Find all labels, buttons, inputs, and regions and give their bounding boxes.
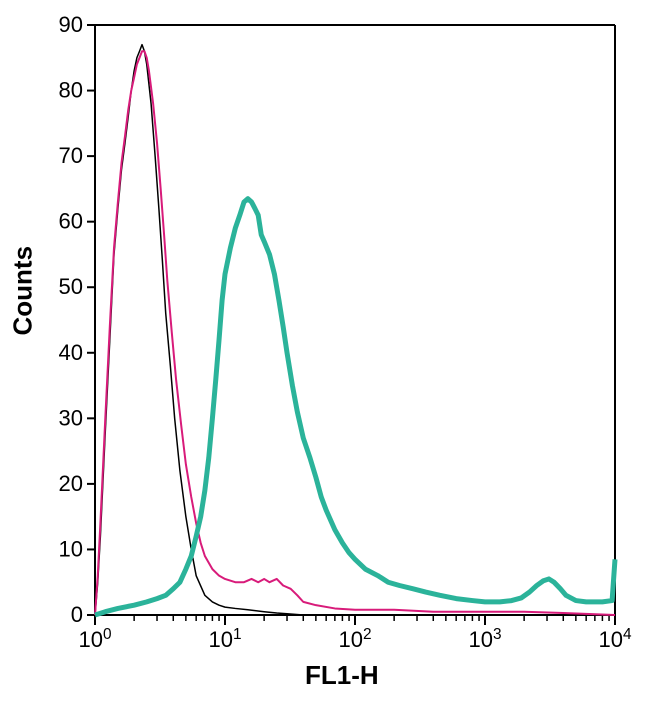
svg-text:60: 60 xyxy=(59,209,83,234)
svg-text:102: 102 xyxy=(338,626,371,653)
series-isotype-magenta xyxy=(95,51,615,615)
svg-text:30: 30 xyxy=(59,405,83,430)
svg-text:104: 104 xyxy=(598,626,631,653)
svg-text:70: 70 xyxy=(59,143,83,168)
svg-text:0: 0 xyxy=(71,602,83,627)
svg-text:20: 20 xyxy=(59,471,83,496)
y-axis-label: Counts xyxy=(8,306,39,336)
svg-text:50: 50 xyxy=(59,274,83,299)
svg-text:103: 103 xyxy=(468,626,501,653)
svg-text:80: 80 xyxy=(59,78,83,103)
chart-svg: 0 10 20 30 40 50 60 70 80 90 100 101 102 103 104 xyxy=(0,0,650,707)
svg-text:90: 90 xyxy=(59,12,83,37)
x-axis-label: FL1-H xyxy=(305,660,379,691)
svg-text:100: 100 xyxy=(78,626,111,653)
svg-text:10: 10 xyxy=(59,536,83,561)
flow-cytometry-histogram: 0 10 20 30 40 50 60 70 80 90 100 101 102 103 104 Count… xyxy=(0,0,650,707)
svg-text:40: 40 xyxy=(59,340,83,365)
svg-text:101: 101 xyxy=(208,626,241,653)
